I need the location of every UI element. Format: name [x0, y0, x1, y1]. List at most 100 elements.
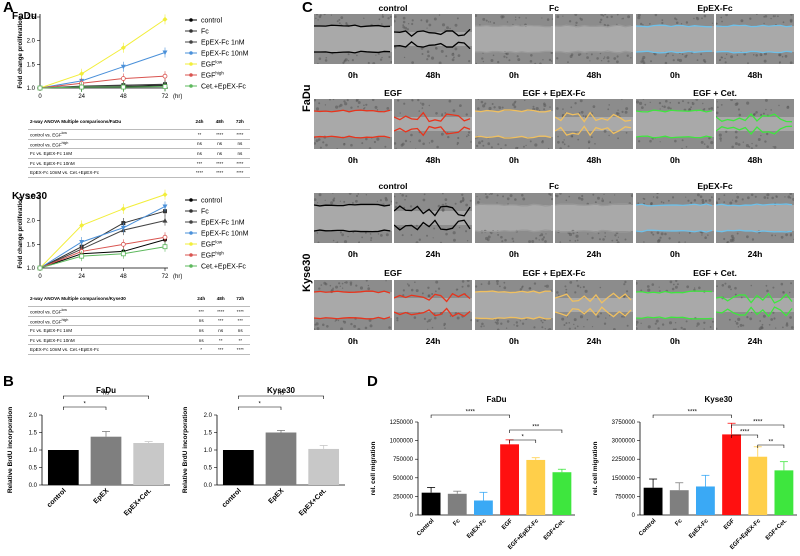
- bar-fc: [669, 490, 689, 515]
- x-tick-label: 24: [78, 274, 85, 280]
- significance-cell: ***: [230, 316, 250, 327]
- timepoint-label: 24h: [586, 336, 602, 346]
- significance-cell: ns: [230, 325, 250, 336]
- y-axis-label: Fold change proliferation: [18, 16, 24, 88]
- timepoint-label: 0h: [347, 155, 359, 165]
- data-point: [79, 239, 85, 245]
- bar-egf: [722, 434, 742, 515]
- legend-marker: [189, 231, 193, 235]
- significance-cell: ****: [209, 129, 230, 140]
- wound-image: [314, 280, 392, 330]
- bar-egf-cet-: [774, 470, 794, 515]
- bar-epex-cet-: [308, 448, 340, 485]
- significance-label: *: [83, 402, 86, 408]
- y-tick-label: 2.0: [27, 219, 36, 225]
- significance-label: ****: [740, 430, 750, 436]
- y-tick-label: 500000: [393, 476, 414, 482]
- table-header-cell: 72h: [230, 290, 250, 307]
- y-tick-label: 2250000: [612, 457, 636, 463]
- significance-cell: ns: [189, 148, 210, 159]
- table-row: Fc vs. EpEX-Fc 10nM *** **** ****: [28, 158, 250, 169]
- kyse30-migration-chart: Kyse30 rel. cell migration 0 750000 1500000 2…: [592, 395, 797, 551]
- wound-image: [716, 14, 794, 64]
- bar-epex: [90, 436, 122, 485]
- y-tick-label: 1.5: [204, 431, 213, 437]
- significance-bracket: [430, 414, 510, 418]
- significance-label: ***: [532, 425, 540, 431]
- series-line-epex_10nm: [39, 206, 166, 269]
- timepoint-label: 0h: [508, 336, 520, 346]
- table-row: control vs. EGFlow *** **** ****: [28, 306, 250, 317]
- y-axis-label: rel. cell migration: [370, 442, 377, 496]
- timepoint-label: 24h: [747, 249, 763, 259]
- timepoint-label: 0h: [508, 70, 520, 80]
- condition-title: control: [378, 181, 408, 191]
- timepoint-label: 24h: [425, 249, 441, 259]
- timepoint-label: 24h: [586, 249, 602, 259]
- significance-bracket: [238, 406, 282, 410]
- comparison-cell: control vs. EGFhigh: [28, 316, 192, 327]
- significance-cell: ****: [209, 167, 230, 178]
- data-point: [79, 84, 85, 90]
- legend-label: EpEX-Fc 10nM: [201, 51, 249, 58]
- data-point: [37, 85, 43, 91]
- legend-label: EGFlow: [201, 240, 223, 249]
- y-tick-label: 2.0: [204, 413, 213, 419]
- comparison-cell: Fc vs. EpEX-Fc 1nM: [28, 325, 192, 336]
- panel-label-d: D: [367, 373, 378, 390]
- x-tick-label: 0: [38, 274, 42, 280]
- wound-image: [475, 280, 553, 330]
- data-point: [79, 222, 85, 228]
- table-row: EpEX-Fc 10nM vs. Cet.+EpEX-Fc **** **** ***…: [28, 167, 250, 178]
- wound-image: [394, 280, 472, 330]
- significance-cell: ****: [209, 158, 230, 169]
- wound-image: [475, 14, 553, 64]
- comparison-cell: Fc vs. EpEX-Fc 10nM: [28, 158, 190, 169]
- legend-marker: [189, 62, 193, 66]
- series-line-egf_low: [39, 194, 166, 269]
- bar-fc: [447, 493, 467, 515]
- legend-marker: [189, 242, 193, 246]
- comparison-cell: EpEX-Fc 10nM vs. Cet.+EpEX-Fc: [28, 167, 190, 178]
- timepoint-label: 48h: [425, 155, 441, 165]
- x-tick-label: EGF: [723, 518, 736, 531]
- bar-epex-fc: [473, 500, 493, 515]
- wound-image: [716, 99, 794, 149]
- y-tick-label: 1.5: [29, 431, 38, 437]
- significance-bracket: [63, 395, 149, 399]
- series-line-epex_10nm: [39, 52, 166, 89]
- fadu-brdu-chart: FaDu Relative BrdU incorporation 0.0 0.5 1.0…: [7, 386, 170, 518]
- legend-label: EpEX-Fc 10nM: [201, 231, 249, 238]
- condition-title: EGF + EpEX-Fc: [522, 268, 586, 278]
- x-tick-label: 72: [162, 94, 169, 100]
- data-point: [37, 265, 43, 271]
- wound-image: [314, 14, 392, 64]
- y-tick-label: 0: [632, 513, 636, 519]
- data-point: [120, 84, 126, 90]
- x-tick-label: control: [46, 487, 68, 509]
- legend-marker: [189, 264, 193, 268]
- x-tick-label: Control: [416, 518, 436, 538]
- y-tick-label: 1250000: [390, 420, 414, 426]
- wound-image: [475, 193, 553, 243]
- significance-cell: **: [210, 335, 231, 346]
- significance-bracket: [652, 414, 732, 418]
- significance-cell: ****: [189, 167, 210, 178]
- significance-cell: ns: [191, 335, 211, 346]
- legend-marker: [189, 40, 193, 44]
- y-tick-label: 1.0: [27, 86, 36, 92]
- data-point: [162, 50, 168, 55]
- legend-label: Fc: [201, 209, 209, 216]
- significance-cell: ****: [229, 158, 250, 169]
- significance-bracket: [509, 429, 563, 433]
- data-point: [162, 73, 168, 79]
- bar-control: [47, 450, 79, 485]
- significance-label: **: [768, 440, 773, 446]
- series-line-epex_1nm: [39, 220, 166, 269]
- chart-title: Kyse30: [704, 395, 733, 404]
- fadu-migration-chart: FaDu rel. cell migration 0 250000 500000 7500…: [370, 395, 575, 551]
- timepoint-label: 24h: [425, 336, 441, 346]
- bar-egf: [500, 444, 520, 515]
- x-tick-label: Fc: [452, 518, 462, 528]
